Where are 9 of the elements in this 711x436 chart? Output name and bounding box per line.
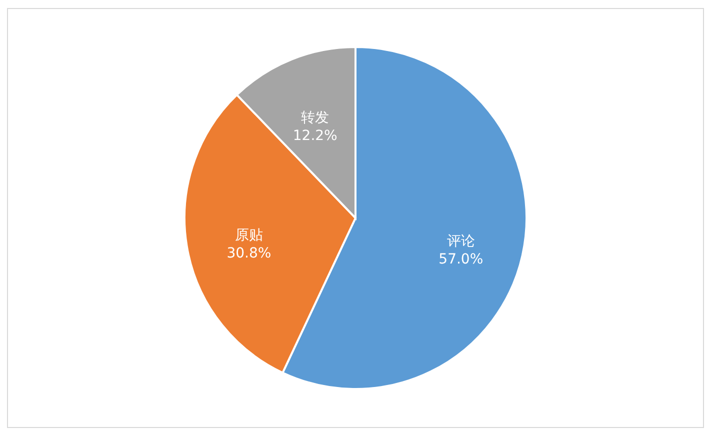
pie-slice — [184, 94, 356, 374]
data-label: 12.2% — [292, 128, 338, 144]
slice-label: 转发 — [301, 110, 330, 126]
data-label: 57.0% — [438, 252, 484, 268]
slice-label: 评论 — [446, 234, 475, 250]
data-label: 30.8% — [226, 246, 272, 262]
pie-slice — [282, 46, 528, 390]
slice-label: 原贴 — [234, 228, 263, 244]
pie-slice — [236, 46, 356, 219]
